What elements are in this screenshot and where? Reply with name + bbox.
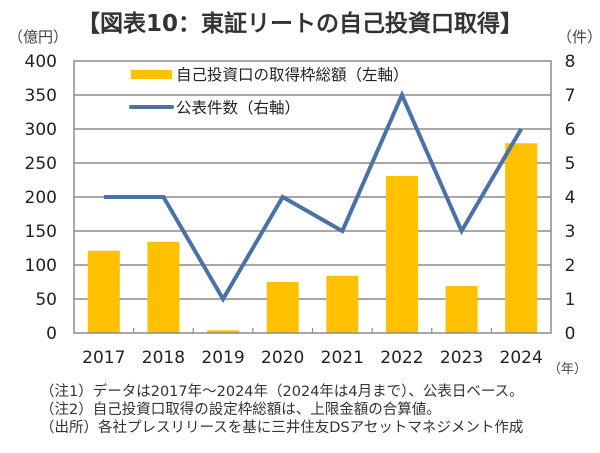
bar-2018 [147, 241, 180, 333]
x-tick-label: 2019 [201, 348, 244, 368]
left-tick-label: 150 [25, 222, 57, 242]
x-axis-unit: （年） [548, 362, 588, 377]
note-1: （注1）データは2017年～2024年（2024年は4月まで）、公表日ベース。 [40, 384, 524, 400]
x-tick-label: 2021 [321, 348, 364, 368]
bar-2022 [385, 175, 418, 333]
left-tick-label: 0 [46, 324, 57, 344]
right-tick-label: 7 [565, 86, 576, 106]
right-tick-label: 4 [565, 188, 576, 208]
bar-2020 [266, 282, 299, 333]
bar-series [87, 143, 538, 333]
x-tick-label: 2023 [440, 348, 483, 368]
chart-title: 【図表10：東証リートの自己投資口取得】 [76, 11, 523, 37]
bar-2021 [326, 275, 359, 333]
legend-bar-swatch [131, 70, 172, 79]
x-tick-label: 2020 [261, 348, 304, 368]
left-tick-label: 400 [25, 52, 57, 72]
left-tick-label: 200 [25, 188, 57, 208]
count-line [103, 90, 523, 303]
left-tick-label: 100 [25, 256, 57, 276]
bar-2024 [505, 143, 538, 333]
left-axis-unit: （億円） [8, 28, 69, 46]
left-tick-label: 300 [25, 120, 57, 140]
right-tick-label: 0 [565, 324, 576, 344]
note-source: （出所）各社プレスリリースを基に三井住友DSアセットマネジメント作成 [40, 420, 524, 436]
legend-bar-label: 自己投資口の取得枠総額（左軸） [176, 66, 409, 84]
right-tick-label: 5 [565, 154, 576, 174]
footnotes: （注1）データは2017年～2024年（2024年は4月まで）、公表日ベース。 … [40, 383, 524, 437]
right-tick-label: 6 [565, 120, 576, 140]
legend: 自己投資口の取得枠総額（左軸） 公表件数（右軸） [129, 66, 409, 117]
x-tick-label: 2022 [380, 348, 423, 368]
bar-2023 [445, 286, 478, 333]
left-tick-label: 250 [25, 154, 57, 174]
plot-frame [73, 60, 552, 334]
right-tick-label: 1 [565, 290, 576, 310]
right-tick-label: 2 [565, 256, 576, 276]
right-axis-unit: （件） [557, 28, 600, 46]
legend-line-label: 公表件数（右軸） [176, 99, 300, 117]
x-tick-label: 2024 [500, 348, 543, 368]
right-tick-label: 3 [565, 222, 576, 242]
left-tick-label: 50 [35, 290, 57, 310]
bar-2019 [207, 330, 240, 333]
note-2: （注2）自己投資口取得の設定枠総額は、上限金額の合算値。 [40, 402, 441, 418]
bar-2017 [87, 250, 120, 333]
line-series [103, 90, 523, 303]
x-tick-label: 2018 [142, 348, 185, 368]
left-tick-label: 350 [25, 86, 57, 106]
x-tick-label: 2017 [82, 348, 125, 368]
right-tick-label: 8 [565, 52, 576, 72]
tick-labels: 0 50 100 150 200 250 300 350 400 0 1 2 3 4 5 6 7 8 2017 201… [25, 52, 576, 368]
